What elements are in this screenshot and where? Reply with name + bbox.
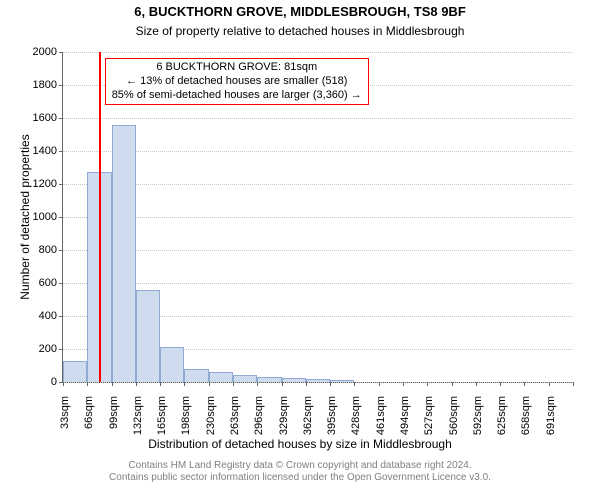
x-tick-label: 560sqm xyxy=(448,396,460,446)
gridline xyxy=(63,382,573,383)
gridline xyxy=(63,184,573,185)
y-tick-label: 0 xyxy=(51,376,63,388)
x-tick-label: 428sqm xyxy=(350,396,362,446)
histogram-bar xyxy=(306,379,330,382)
gridline xyxy=(63,217,573,218)
x-tick-label: 362sqm xyxy=(302,396,314,446)
gridline xyxy=(63,283,573,284)
annotation-box: 6 BUCKTHORN GROVE: 81sqm← 13% of detache… xyxy=(105,58,369,105)
x-tick-label: 494sqm xyxy=(399,396,411,446)
histogram-bar xyxy=(136,290,160,382)
footer-line: Contains HM Land Registry data © Crown c… xyxy=(0,460,600,472)
footer-line: Contains public sector information licen… xyxy=(0,472,600,484)
x-tick-label: 296sqm xyxy=(253,396,265,446)
y-tick-label: 800 xyxy=(39,244,63,256)
histogram-bar xyxy=(330,380,354,382)
property-size-histogram: 6, BUCKTHORN GROVE, MIDDLESBROUGH, TS8 9… xyxy=(0,0,600,500)
y-tick-label: 2000 xyxy=(33,46,63,58)
y-tick-label: 1600 xyxy=(33,112,63,124)
chart-subtitle: Size of property relative to detached ho… xyxy=(0,24,600,38)
x-tick-label: 527sqm xyxy=(423,396,435,446)
histogram-bar xyxy=(233,375,257,382)
histogram-bar xyxy=(209,372,233,382)
y-tick-label: 600 xyxy=(39,277,63,289)
x-tick-label: 99sqm xyxy=(108,396,120,446)
x-tick-label: 165sqm xyxy=(156,396,168,446)
x-tick-label: 66sqm xyxy=(83,396,95,446)
x-tick-label: 691sqm xyxy=(545,396,557,446)
attribution-footer: Contains HM Land Registry data © Crown c… xyxy=(0,460,600,484)
chart-title: 6, BUCKTHORN GROVE, MIDDLESBROUGH, TS8 9… xyxy=(0,4,600,19)
x-tick-label: 461sqm xyxy=(375,396,387,446)
gridline xyxy=(63,250,573,251)
x-tick-label: 198sqm xyxy=(180,396,192,446)
histogram-bar xyxy=(184,369,208,382)
annotation-line: ← 13% of detached houses are smaller (51… xyxy=(112,75,362,89)
subject-property-marker xyxy=(99,52,101,382)
plot-area: 020040060080010001200140016001800200033s… xyxy=(62,52,573,383)
x-tick-label: 625sqm xyxy=(496,396,508,446)
gridline xyxy=(63,151,573,152)
annotation-line: 85% of semi-detached houses are larger (… xyxy=(112,89,362,103)
annotation-line: 6 BUCKTHORN GROVE: 81sqm xyxy=(112,61,362,75)
histogram-bar xyxy=(257,377,281,382)
y-tick-label: 1400 xyxy=(33,145,63,157)
gridline xyxy=(63,52,573,53)
histogram-bar xyxy=(63,361,87,382)
x-tick-label: 329sqm xyxy=(278,396,290,446)
x-tick-label: 230sqm xyxy=(205,396,217,446)
y-tick-label: 1200 xyxy=(33,178,63,190)
x-tick-label: 395sqm xyxy=(326,396,338,446)
x-tick-label: 658sqm xyxy=(520,396,532,446)
gridline xyxy=(63,118,573,119)
y-tick-label: 200 xyxy=(39,343,63,355)
x-tick-label: 33sqm xyxy=(59,396,71,446)
y-tick-label: 1000 xyxy=(33,211,63,223)
histogram-bar xyxy=(282,378,306,382)
x-tick-label: 132sqm xyxy=(132,396,144,446)
histogram-bar xyxy=(112,125,136,382)
y-axis-label: Number of detached properties xyxy=(18,52,32,382)
x-tick-label: 263sqm xyxy=(229,396,241,446)
x-tick-label: 592sqm xyxy=(472,396,484,446)
histogram-bar xyxy=(160,347,184,382)
y-tick-label: 400 xyxy=(39,310,63,322)
y-tick-label: 1800 xyxy=(33,79,63,91)
